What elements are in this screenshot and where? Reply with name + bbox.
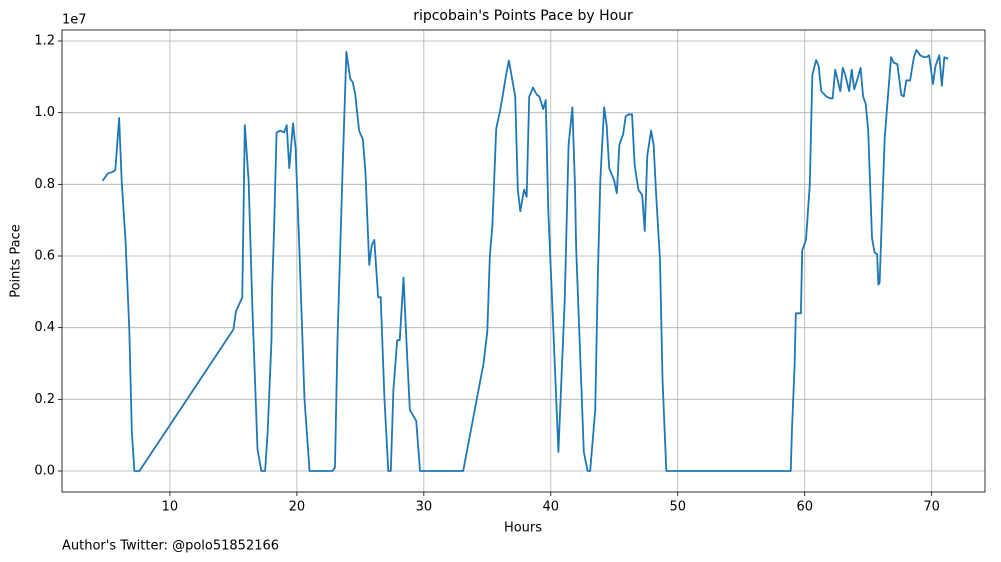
y-tick-label: 1.2 [34, 34, 55, 49]
y-tick-label: 1.0 [34, 105, 55, 120]
chart-title: ripcobain's Points Pace by Hour [413, 8, 633, 24]
data-line [101, 49, 949, 472]
x-tick-label: 70 [923, 500, 940, 515]
y-tick-label: 0.0 [34, 464, 55, 479]
plot-frame [61, 29, 986, 493]
y-tick-label: 0.4 [34, 320, 55, 335]
y-axis-label: Points Pace [9, 224, 24, 298]
x-tick-label: 10 [162, 500, 179, 515]
x-tick-label: 40 [543, 500, 560, 515]
x-tick-label: 30 [416, 500, 433, 515]
offset-label: 1e7 [62, 13, 87, 28]
footnote: Author's Twitter: @polo51852166 [62, 539, 279, 554]
x-tick-label: 60 [796, 500, 813, 515]
y-tick-label: 0.6 [34, 249, 55, 264]
x-tick-label: 20 [289, 500, 306, 515]
y-tick-label: 0.2 [34, 392, 55, 407]
x-tick-label: 50 [669, 500, 686, 515]
x-axis-label: Hours [504, 521, 542, 536]
y-tick-label: 0.8 [34, 177, 55, 192]
